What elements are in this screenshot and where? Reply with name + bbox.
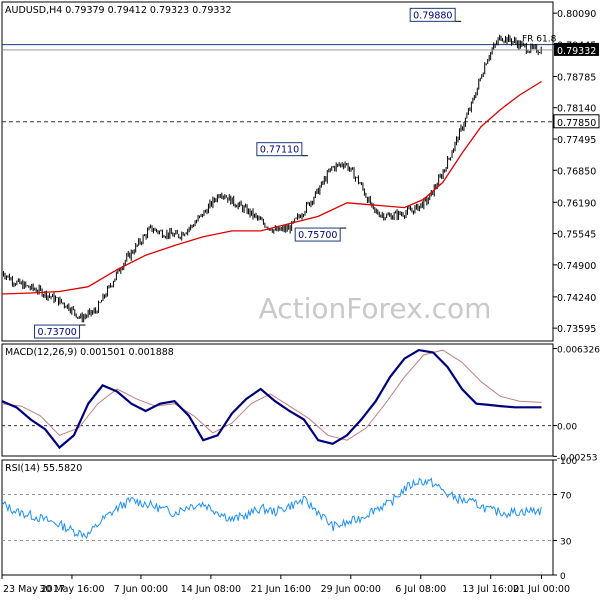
rsi-y-tick-label: 70: [560, 492, 572, 502]
price-y-tick-label: 0.74900: [557, 261, 596, 272]
price-y-tick-label: 0.75545: [557, 230, 596, 241]
x-tick-label: 14 Jun 08:00: [181, 584, 241, 595]
annotation-label: 0.73700: [38, 327, 77, 338]
pane-frame-price: [1, 1, 554, 342]
last-price-tag: [554, 42, 599, 56]
rsi-y-tick-label: 100: [560, 457, 577, 467]
chart-header: AUDUSD,H4 0.79379 0.79412 0.79323 0.7933…: [5, 5, 232, 16]
annotation-box: [256, 142, 303, 157]
price-y-tick-label: 0.80090: [557, 9, 596, 20]
macd-y-tick-label: -0.00253: [557, 453, 597, 463]
x-tick-label: 30 May 16:00: [39, 584, 104, 595]
x-tick-label: 23 May 2017: [3, 584, 65, 595]
annotation-box: [34, 324, 81, 339]
pane-frame-rsi: [1, 459, 554, 576]
price-y-tick-label: 0.76850: [557, 166, 596, 177]
macd-title: MACD(12,26,9) 0.001501 0.001888: [5, 347, 174, 358]
macd-line: [1, 348, 542, 450]
watermark: ActionForex.com: [259, 292, 492, 325]
price-y-tick-label: 0.76190: [557, 198, 596, 209]
rsi-y-tick-label: 30: [560, 538, 572, 548]
x-tick-label: 13 Jul 16:00: [462, 584, 519, 595]
macd-y-tick-label: 0.00: [557, 423, 577, 433]
level-axis-tag: [553, 114, 600, 129]
level-axis-label: 0.77850: [557, 118, 596, 129]
x-tick-label: 7 Jun 00:00: [114, 584, 168, 595]
annotation-label: 0.75700: [298, 230, 337, 241]
price-y-tick-label: 0.77495: [557, 135, 596, 146]
macd-signal-line: [1, 349, 542, 441]
price-candles: [1, 34, 542, 323]
fr-level-label: FR 61.8: [522, 35, 557, 45]
x-tick-label: 29 Jun 00:00: [321, 584, 381, 595]
macd-y-tick-label: 0.006326: [557, 346, 600, 356]
rsi-y-tick-label: 0: [560, 572, 566, 582]
annotation-label: 0.77110: [260, 145, 299, 156]
annotation-box: [409, 7, 456, 22]
price-y-tick-label: 0.78140: [557, 104, 596, 115]
x-tick-label: 21 Jul 00:00: [513, 584, 570, 595]
last-price-label: 0.79332: [557, 46, 596, 57]
x-tick-label: 21 Jun 16:00: [251, 584, 311, 595]
annotation-box: [294, 227, 341, 242]
rsi-line: [1, 477, 542, 539]
price-y-tick-label: 0.74240: [557, 293, 596, 304]
price-y-tick-label: 0.78785: [557, 72, 596, 83]
moving-average-line: [1, 80, 542, 295]
price-y-tick-label: 0.73595: [557, 324, 596, 335]
pane-frame-macd: [1, 343, 554, 457]
annotation-label: 0.79880: [413, 10, 452, 21]
rsi-title: RSI(14) 55.5820: [5, 463, 82, 474]
x-tick-label: 6 Jul 08:00: [395, 584, 446, 595]
